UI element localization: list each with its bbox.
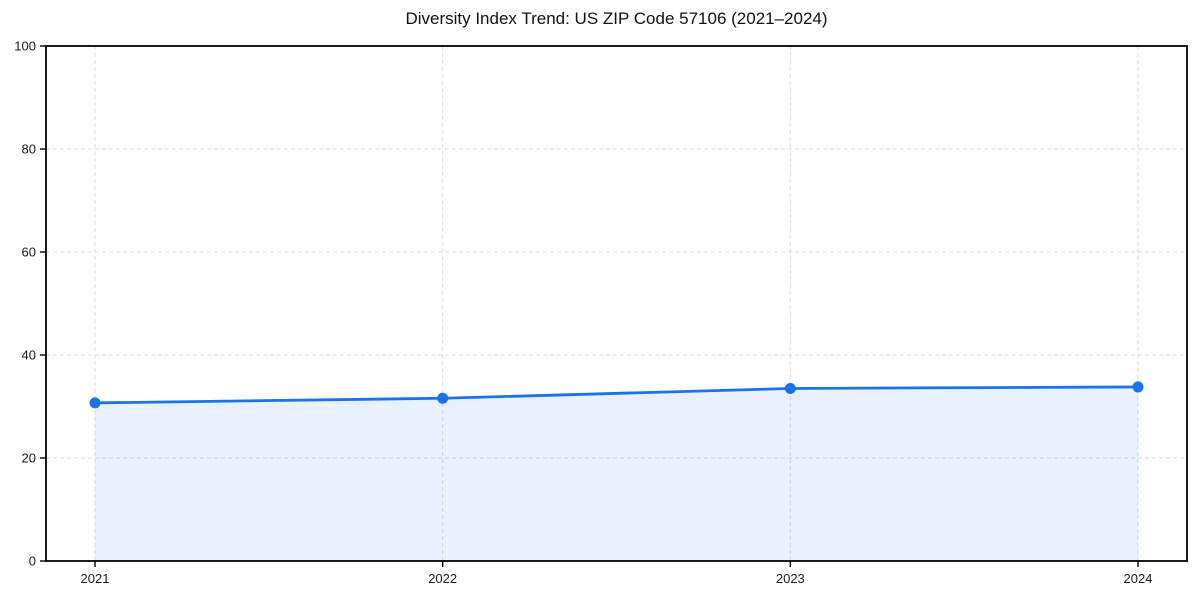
chart-title: Diversity Index Trend: US ZIP Code 57106… <box>405 9 828 28</box>
area-fill <box>95 386 1138 561</box>
x-tick-label: 2021 <box>81 571 110 586</box>
data-point-2023 <box>784 382 796 394</box>
y-tick-label: 80 <box>22 142 36 157</box>
y-tick-label: 40 <box>22 348 36 363</box>
trend-line <box>93 385 1140 405</box>
y-tick-label: 60 <box>22 245 36 260</box>
x-tick-label: 2022 <box>428 571 457 586</box>
x-tick-label: 2024 <box>1124 571 1153 586</box>
y-tick-label: 20 <box>22 451 36 466</box>
x-tick-label: 2023 <box>776 571 805 586</box>
y-tick-label: 100 <box>14 39 36 54</box>
data-point-2022 <box>437 392 449 404</box>
plot-border <box>45 45 1188 562</box>
data-point-2021 <box>89 397 101 409</box>
y-tick-label: 0 <box>29 554 36 569</box>
data-point-2024 <box>1132 381 1144 393</box>
